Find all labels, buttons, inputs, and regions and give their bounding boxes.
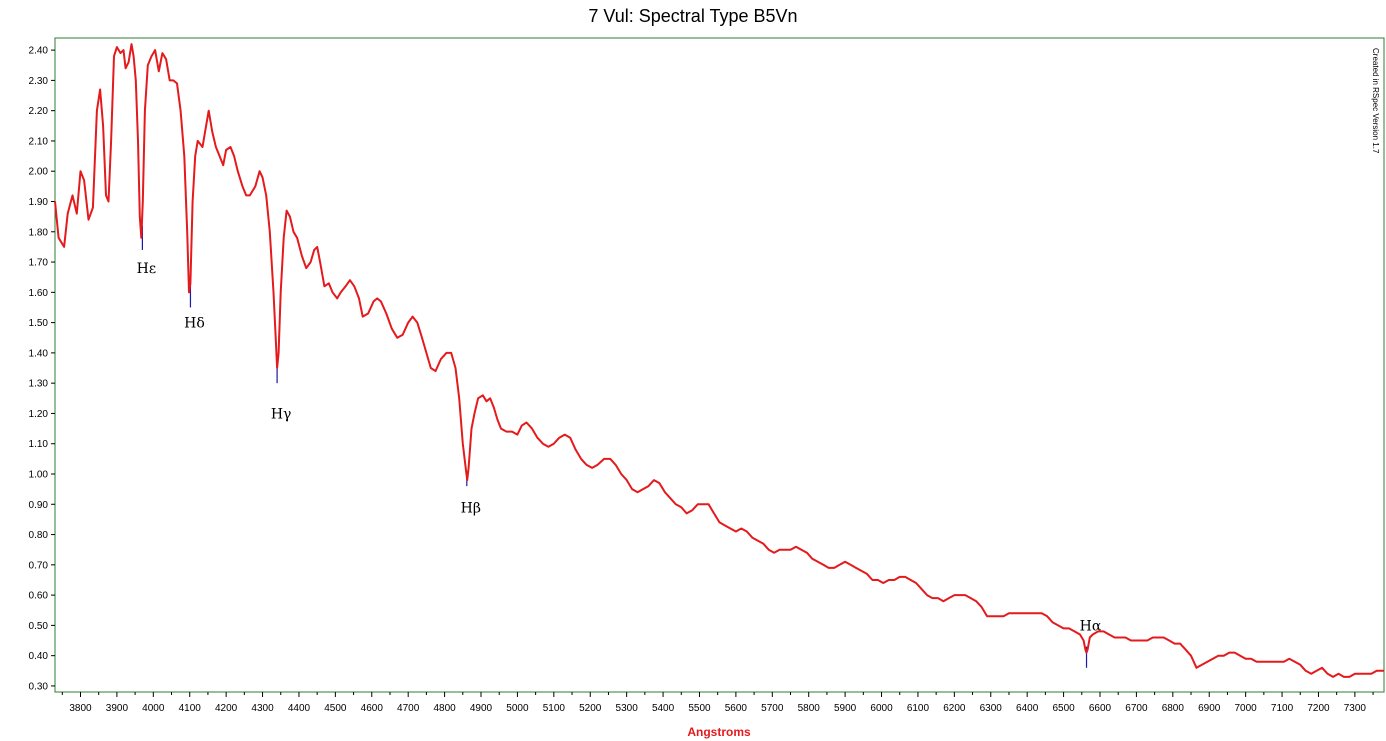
y-tick-label: 1.70 [29, 258, 49, 269]
x-tick-label: 4700 [397, 703, 420, 714]
x-tick-label: 5100 [543, 703, 566, 714]
x-tick-label: 4900 [470, 703, 493, 714]
y-axis-ticks: 2.40 2.30 2.20 2.10 2.00 1.90 1.80 1.70 1.60 1.50… [29, 46, 55, 692]
line-label: Hε [137, 261, 156, 277]
x-tick-label: 6100 [907, 703, 930, 714]
x-tick-label: 5900 [834, 703, 857, 714]
x-tick-label: 3800 [69, 703, 92, 714]
watermark-text: Created in RSpec Version 1.7 [1371, 48, 1380, 154]
x-axis-ticks: 3800 3900 4000 4100 4200 4300 4400 4500 4600 4700… [61, 692, 1374, 714]
line-label: Hγ [271, 406, 292, 422]
x-tick-label: 7100 [1271, 703, 1294, 714]
y-tick-label: 0.70 [29, 560, 49, 571]
x-tick-label: 5000 [506, 703, 529, 714]
y-tick-label: 0.80 [29, 530, 49, 541]
x-tick-label: 6500 [1052, 703, 1075, 714]
x-tick-label: 4200 [215, 703, 238, 714]
plot-frame [54, 37, 1385, 693]
y-tick-label: 2.30 [29, 76, 49, 87]
x-tick-label: 5600 [725, 703, 748, 714]
x-tick-label: 4400 [288, 703, 311, 714]
line-label: Hδ [184, 316, 205, 332]
y-tick-label: 1.60 [29, 288, 49, 299]
x-tick-label: 4600 [361, 703, 384, 714]
y-tick-label: 1.20 [29, 409, 49, 420]
x-tick-label: 7200 [1307, 703, 1330, 714]
x-tick-label: 4500 [324, 703, 347, 714]
y-tick-label: 0.40 [29, 651, 49, 662]
x-tick-label: 4300 [251, 703, 274, 714]
y-tick-label: 0.50 [29, 621, 49, 632]
x-tick-label: 4100 [179, 703, 202, 714]
x-tick-label: 7300 [1344, 703, 1367, 714]
x-axis-label: Angstroms [687, 725, 751, 739]
x-tick-label: 6300 [980, 703, 1003, 714]
x-tick-label: 5700 [761, 703, 784, 714]
y-tick-label: 0.60 [29, 591, 49, 602]
chart-title: 7 Vul: Spectral Type B5Vn [588, 6, 797, 26]
x-tick-label: 6000 [870, 703, 893, 714]
x-tick-label: 5400 [652, 703, 675, 714]
y-tick-label: 2.20 [29, 106, 49, 117]
line-label: Hβ [461, 500, 481, 516]
line-labels: Hε Hδ Hγ Hβ Hα [137, 261, 1102, 634]
x-tick-label: 6600 [1089, 703, 1112, 714]
y-tick-label: 1.00 [29, 470, 49, 481]
y-tick-label: 1.30 [29, 379, 49, 390]
x-tick-label: 5800 [798, 703, 821, 714]
y-tick-label: 1.80 [29, 227, 49, 238]
y-tick-label: 0.90 [29, 500, 49, 511]
y-tick-label: 1.40 [29, 348, 49, 359]
x-tick-label: 5300 [616, 703, 639, 714]
x-tick-label: 4000 [142, 703, 165, 714]
x-tick-label: 5200 [579, 703, 602, 714]
y-tick-label: 2.00 [29, 167, 49, 178]
y-tick-label: 1.10 [29, 439, 49, 450]
x-tick-label: 7000 [1235, 703, 1258, 714]
x-tick-label: 6800 [1162, 703, 1185, 714]
y-tick-label: 2.40 [29, 46, 49, 57]
y-tick-label: 1.50 [29, 318, 49, 329]
x-tick-label: 3900 [106, 703, 129, 714]
y-tick-label: 2.10 [29, 136, 49, 147]
y-tick-label: 1.90 [29, 197, 49, 208]
x-tick-label: 6900 [1198, 703, 1221, 714]
y-tick-label: 0.30 [29, 681, 49, 692]
x-tick-label: 4800 [433, 703, 456, 714]
x-tick-label: 6400 [1016, 703, 1039, 714]
line-label: Hα [1080, 618, 1102, 634]
spectrum-series-line [54, 43, 1384, 678]
x-tick-label: 6700 [1125, 703, 1148, 714]
x-tick-label: 6200 [943, 703, 966, 714]
x-tick-label: 5500 [688, 703, 711, 714]
